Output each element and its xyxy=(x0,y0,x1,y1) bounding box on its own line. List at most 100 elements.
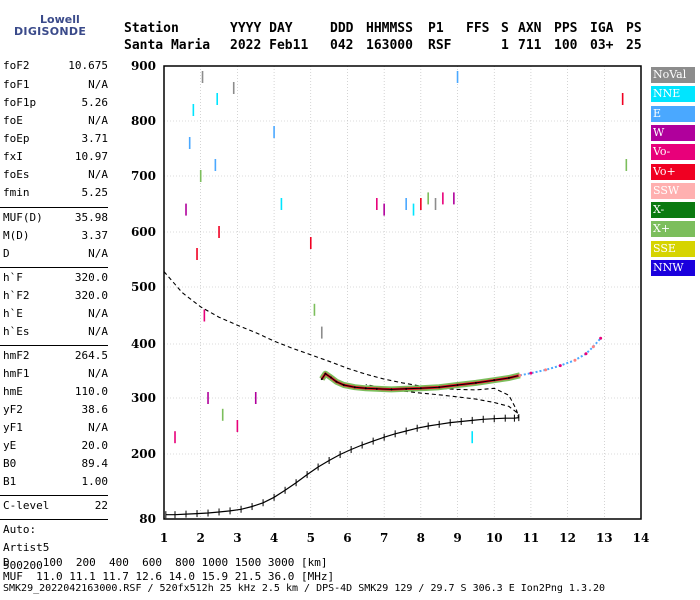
param-label: h`F xyxy=(3,271,23,284)
header-iga-value: 03+ xyxy=(590,38,614,53)
scattered-echo xyxy=(621,93,624,105)
scattered-echo xyxy=(254,392,257,404)
param-value: 264.5 xyxy=(74,349,108,362)
param-row: h`E N/A xyxy=(3,305,108,324)
param-value: N/A xyxy=(88,325,108,338)
scattered-echo xyxy=(420,198,422,210)
scattered-echo xyxy=(383,203,385,216)
param-row: foF1 N/A xyxy=(3,76,108,95)
param-value: N/A xyxy=(88,78,108,91)
param-label: foF1p xyxy=(3,96,37,109)
header-ps-value: 25 xyxy=(626,38,642,53)
scattered-echo xyxy=(625,159,628,171)
header-axn-label: AXN xyxy=(518,21,542,36)
param-value: N/A xyxy=(88,421,108,434)
param-value: N/A xyxy=(88,367,108,380)
scattered-echo xyxy=(207,392,209,404)
x-tick-label: 5 xyxy=(307,531,315,545)
scattered-echo xyxy=(313,303,316,316)
scattered-echo xyxy=(196,248,198,260)
param-value: 10.97 xyxy=(74,150,108,163)
scattered-echo xyxy=(203,309,206,322)
scattered-echo xyxy=(427,192,429,205)
f2-trace-extraordinary-band xyxy=(519,337,602,377)
f2-trace-ordinary-point xyxy=(353,386,356,389)
f2-trace-extraordinary-point xyxy=(529,371,533,375)
grid-layer xyxy=(164,66,641,519)
param-label: B1 xyxy=(3,475,17,488)
param-label: foEs xyxy=(3,168,30,181)
param-row: hmF2 264.5 xyxy=(3,347,108,366)
param-row: hmE 110.0 xyxy=(3,383,108,402)
legend-item-vo-: Vo+ xyxy=(651,163,695,180)
scattered-echo xyxy=(216,93,219,105)
f2-trace-ordinary-point xyxy=(438,386,441,389)
param-row: B0 89.4 xyxy=(3,455,108,474)
x-tick-label: 4 xyxy=(270,531,278,545)
param-divider xyxy=(0,345,108,346)
header-doy-value: 042 xyxy=(330,38,354,53)
param-row: fmin 5.25 xyxy=(3,184,108,203)
f2-trace-ordinary-point xyxy=(324,372,327,375)
param-row: M(D) 3.37 xyxy=(3,227,108,246)
header-pps-value: 100 xyxy=(554,38,578,53)
param-label: hmF1 xyxy=(3,367,30,380)
param-value: 320.0 xyxy=(74,271,108,284)
model-virtual-height-curve xyxy=(163,271,520,418)
legend-item-nne: NNE xyxy=(651,86,695,103)
param-row: h`Es N/A xyxy=(3,323,108,342)
header-ffs-label: FFS xyxy=(466,21,490,36)
param-value: 20.0 xyxy=(81,439,109,452)
param-value: N/A xyxy=(88,307,108,320)
scattered-echo xyxy=(412,203,415,216)
param-label: h`F2 xyxy=(3,289,30,302)
scattered-echo xyxy=(192,104,195,116)
header-station-value: Santa Maria xyxy=(124,38,211,53)
param-row: D N/A xyxy=(3,245,108,264)
param-divider xyxy=(0,207,108,208)
scattered-echo xyxy=(471,431,474,444)
f2-trace-ordinary-point xyxy=(474,381,477,384)
param-label: yE xyxy=(3,439,17,452)
y-tick-label: 200 xyxy=(131,447,156,461)
scattered-echo xyxy=(199,170,202,182)
y-tick-label: 80 xyxy=(139,512,156,526)
header-axn-value: 711 xyxy=(518,38,542,53)
header-station-label: Station xyxy=(124,21,179,36)
param-row: yE 20.0 xyxy=(3,437,108,456)
header-date-label: YYYY DAY xyxy=(230,21,293,36)
param-row: B1 1.00 xyxy=(3,473,108,492)
f2-trace-ordinary-point xyxy=(405,387,408,390)
x-tick-label: 1 xyxy=(160,531,168,545)
param-label: C-level xyxy=(3,499,50,512)
param-value: 110.0 xyxy=(74,385,108,398)
param-label: fxI xyxy=(3,150,23,163)
param-divider xyxy=(0,519,108,520)
f2-trace-extraordinary-point xyxy=(599,336,603,340)
scattered-echo xyxy=(456,71,459,83)
header-doy-label: DDD xyxy=(330,21,354,36)
param-row: foF2 10.675 xyxy=(3,57,108,76)
param-value: 3.37 xyxy=(81,229,109,242)
legend-item-sse: SSE xyxy=(651,240,695,257)
y-tick-label: 500 xyxy=(131,280,156,294)
f2-trace-ordinary-point xyxy=(335,380,338,383)
f2-trace-ordinary-point xyxy=(375,387,378,390)
f2-trace-extraordinary-point xyxy=(584,352,588,356)
auto-artist: Artist5 xyxy=(3,541,50,554)
header-p1-value: RSF xyxy=(428,38,452,53)
x-tick-label: 11 xyxy=(523,531,540,545)
x-tick-label: 10 xyxy=(486,531,503,545)
legend-item-x-: X- xyxy=(651,202,695,219)
param-label: M(D) xyxy=(3,229,30,242)
logo-digisonde-text: DIGISONDE xyxy=(14,25,87,38)
legend-item-noval: NoVal xyxy=(651,67,695,83)
param-row: foEs N/A xyxy=(3,166,108,185)
x-tick-label: 7 xyxy=(380,531,388,545)
scattered-echo xyxy=(221,408,224,421)
param-value: N/A xyxy=(88,247,108,260)
param-label: yF1 xyxy=(3,421,23,434)
header-s-label: S xyxy=(501,21,509,36)
param-row: yF2 38.6 xyxy=(3,401,108,420)
